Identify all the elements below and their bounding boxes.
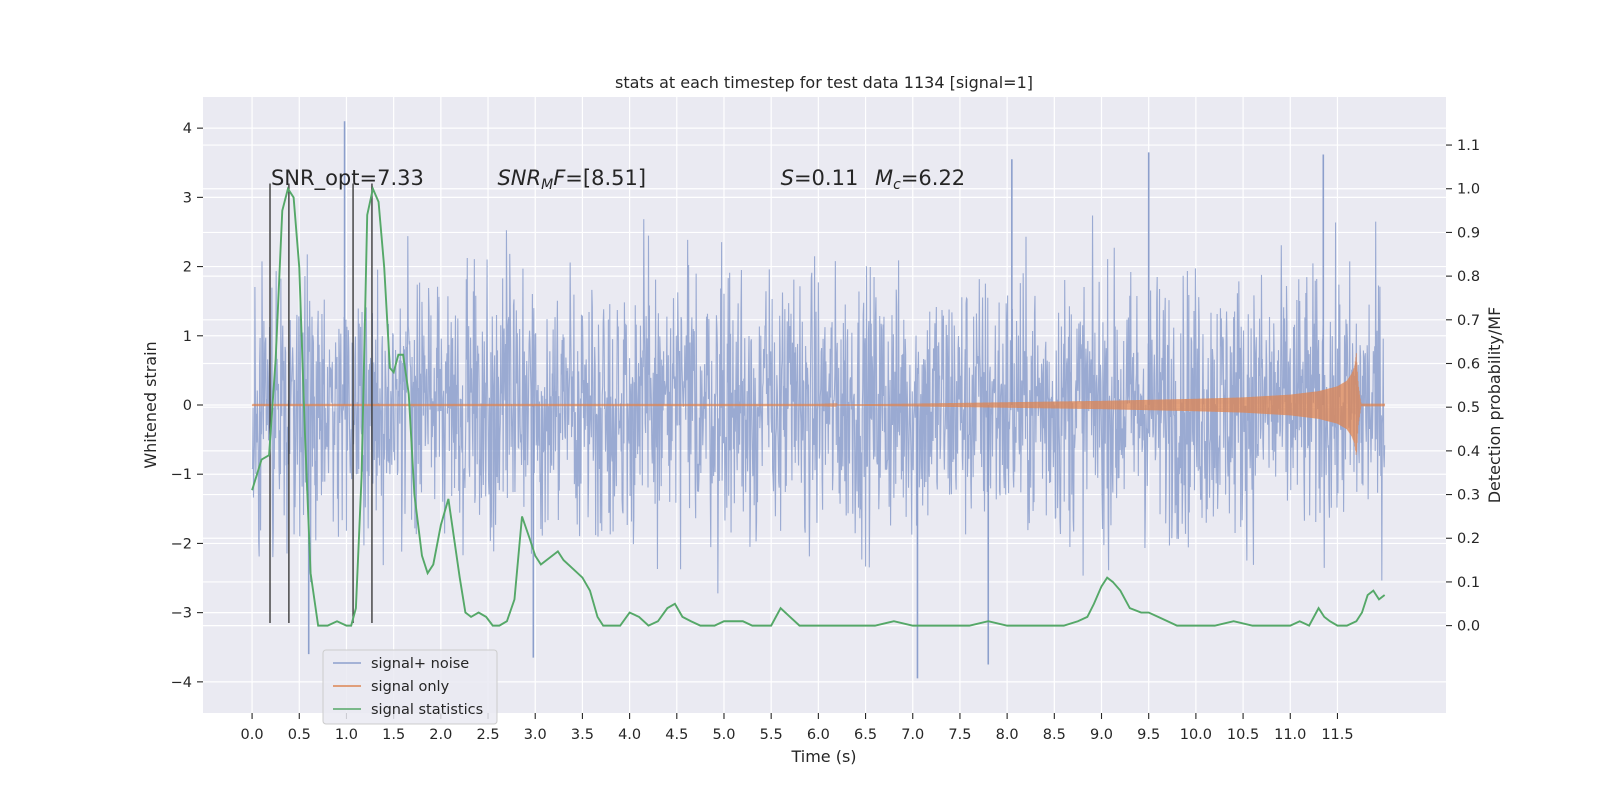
x-tick-label-18: 9.0 <box>1090 727 1113 743</box>
x-axis-label: Time (s) <box>790 747 856 766</box>
annotation-snr_mf-part-0: SNR <box>497 166 541 190</box>
legend-label-signal-plus-noise: signal+ noise <box>371 656 469 672</box>
chart-title: stats at each timestep for test data 113… <box>615 73 1033 92</box>
annotation-snr_opt-part-0: SNR_opt=7.33 <box>271 166 424 191</box>
legend-label-signal-statistics: signal statistics <box>371 702 483 718</box>
x-tick-label-19: 9.5 <box>1137 727 1160 743</box>
signal-only-series <box>251 353 1386 455</box>
y-tick-label-left-4: 0 <box>183 398 192 414</box>
annotation-snr_mf: SNRMF=[8.51] <box>497 166 646 193</box>
y-tick-label-left-0: −4 <box>171 675 192 691</box>
y-axis-label-left: Whitened strain <box>141 341 160 468</box>
x-tick-label-11: 5.5 <box>760 727 783 743</box>
vertical-marker-lines <box>269 183 373 624</box>
y-tick-label-right-7: 0.7 <box>1457 313 1480 329</box>
annotation-snr_mf-part-3: =[8.51] <box>565 166 646 190</box>
right-y-axis: 0.0 0.1 0.2 0.3 0.4 0.5 0.6 0.7 0.8 0.9 1.0 1.1 <box>1446 138 1480 635</box>
x-tick-label-8: 4.0 <box>618 727 641 743</box>
y-tick-label-right-3: 0.3 <box>1457 488 1480 504</box>
y-axis-label-right: Detection probability/MF <box>1485 307 1504 504</box>
annotation-snr_mf-part-1: M <box>541 176 553 192</box>
x-tick-label-23: 11.5 <box>1321 727 1353 743</box>
x-tick-label-13: 6.5 <box>854 727 877 743</box>
y-tick-label-left-5: 1 <box>183 329 192 345</box>
y-tick-label-left-6: 2 <box>183 260 192 276</box>
y-tick-label-left-8: 4 <box>183 121 192 137</box>
left-y-axis: −4 −3 −2 −1 0 1 2 3 4 <box>171 121 203 691</box>
y-tick-label-right-1: 0.1 <box>1457 575 1480 591</box>
signal-statistics-series <box>251 185 1386 627</box>
signal-plus-noise-line <box>251 215 1386 594</box>
x-tick-label-0: 0.0 <box>241 727 264 743</box>
x-tick-label-20: 10.0 <box>1180 727 1212 743</box>
legend: signal+ noise signal only signal statist… <box>322 649 498 725</box>
annotation-s_val-part-0: S <box>781 166 794 190</box>
y-tick-label-right-8: 0.8 <box>1457 269 1480 285</box>
x-tick-label-22: 11.0 <box>1274 727 1306 743</box>
legend-box <box>322 649 498 725</box>
annotation-snr_mf-part-2: F <box>553 166 566 190</box>
annotation-mc_val-part-2: =6.22 <box>901 166 965 190</box>
x-tick-label-4: 2.0 <box>429 727 452 743</box>
x-tick-label-16: 8.0 <box>996 727 1019 743</box>
x-tick-label-1: 0.5 <box>288 727 311 743</box>
signal-statistics-line <box>251 185 1386 627</box>
x-tick-label-15: 7.5 <box>948 727 971 743</box>
x-tick-label-10: 5.0 <box>712 727 735 743</box>
x-tick-label-12: 6.0 <box>807 727 830 743</box>
y-tick-label-right-0: 0.0 <box>1457 619 1480 635</box>
x-tick-label-3: 1.5 <box>382 727 405 743</box>
y-tick-label-right-5: 0.5 <box>1457 400 1480 416</box>
y-tick-label-left-7: 3 <box>183 190 192 206</box>
x-tick-label-21: 10.5 <box>1227 727 1259 743</box>
legend-label-signal-only: signal only <box>371 679 450 695</box>
x-axis: 0.0 0.5 1.0 1.5 2.0 2.5 3.0 3.5 4.0 4.5 5.0 5.5 6.0 6… <box>241 713 1354 743</box>
x-tick-label-7: 3.5 <box>571 727 594 743</box>
y-tick-label-left-3: −1 <box>171 467 192 483</box>
y-tick-label-left-1: −3 <box>171 606 192 622</box>
x-tick-label-5: 2.5 <box>476 727 499 743</box>
x-tick-label-17: 8.5 <box>1043 727 1066 743</box>
annotation-mc_val-part-1: c <box>893 176 901 192</box>
annotations: SNR_opt=7.33 SNRMF=[8.51] S=0.11 Mc=6.22 <box>271 166 965 193</box>
x-tick-label-6: 3.0 <box>524 727 547 743</box>
y-tick-label-right-4: 0.4 <box>1457 444 1480 460</box>
y-tick-label-right-10: 1.0 <box>1457 182 1480 198</box>
x-tick-label-14: 7.0 <box>901 727 924 743</box>
signal-only-line <box>251 353 1386 455</box>
annotation-s_val: S=0.11 <box>781 166 859 190</box>
y-tick-label-right-6: 0.6 <box>1457 356 1480 372</box>
x-tick-label-2: 1.0 <box>335 727 358 743</box>
y-tick-label-right-9: 0.9 <box>1457 225 1480 241</box>
y-tick-label-right-2: 0.2 <box>1457 531 1480 547</box>
annotation-mc_val-part-0: M <box>875 166 893 190</box>
x-tick-label-9: 4.5 <box>665 727 688 743</box>
y-tick-label-right-11: 1.1 <box>1457 138 1480 154</box>
y-tick-label-left-2: −2 <box>171 536 192 552</box>
annotation-s_val-part-1: =0.11 <box>794 166 858 190</box>
annotation-snr_opt: SNR_opt=7.33 <box>271 166 424 191</box>
annotation-mc_val: Mc=6.22 <box>875 166 965 193</box>
